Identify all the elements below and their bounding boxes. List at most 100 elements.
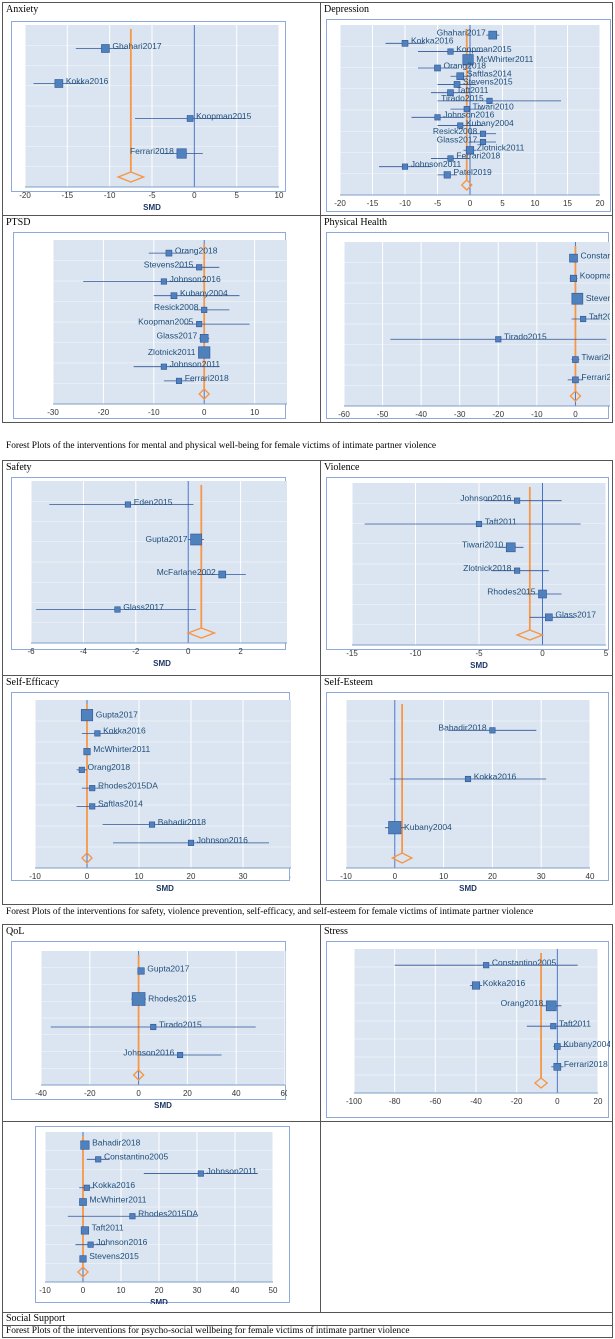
pooled-diamond [81, 852, 93, 864]
panel-title: Social Support [6, 1313, 66, 1324]
study-label: Johnson2016 [460, 493, 511, 503]
study-label: Johnson2016 [170, 274, 221, 284]
tick-label: -2 [132, 647, 140, 656]
study-label: Johnson2016 [197, 835, 248, 845]
tick-label: 2 [238, 647, 243, 656]
tick-label: -15 [367, 199, 379, 208]
tick-label: -40 [470, 1097, 482, 1106]
tick-label: -20 [84, 1089, 96, 1098]
study-marker [89, 803, 96, 810]
study-marker [129, 1213, 136, 1220]
study-label: Rhodes2015DA [98, 780, 158, 790]
study-label: Resick2008 [154, 302, 199, 312]
study-label: Taft2011 [589, 311, 610, 321]
study-marker [218, 570, 227, 579]
study-marker [196, 264, 203, 271]
study-marker [475, 520, 483, 528]
tick-label: 40 [586, 872, 595, 881]
study-label: Ferrari2018 [130, 146, 174, 156]
study-label: Kokka2016 [483, 978, 526, 988]
forest-plot-anxiety: -20 -15 -10 -5 0 5 10 Ghahari2017 Kokka2016 Koopm… [11, 21, 286, 212]
forest-plot-physical-health: -60-50-40-30-20-10010Constantino2005Koop… [326, 232, 610, 419]
tick-label: -100 [346, 1097, 363, 1106]
study-label: Koopman2015 [196, 111, 252, 121]
tick-label: 20 [594, 1097, 603, 1106]
study-label: McFarlane2002 [157, 567, 216, 577]
tick-label: -20 [511, 1097, 523, 1106]
tick-label: -6 [27, 647, 35, 656]
study-label: Stevens2015 [586, 293, 610, 303]
study-marker [554, 1043, 561, 1050]
study-marker [198, 346, 211, 359]
study-marker [486, 97, 493, 104]
study-marker [483, 962, 490, 969]
study-marker [462, 54, 474, 66]
study-label: Kubany2004 [466, 118, 514, 128]
study-marker [463, 106, 470, 113]
study-label: Taft2011 [559, 1018, 591, 1028]
caption-row: Forest Plots of the interventions for ps… [2, 1325, 613, 1338]
study-marker [495, 336, 502, 343]
study-marker [538, 589, 547, 599]
panel-title: Physical Health [324, 217, 388, 228]
tick-label: 20 [183, 1089, 192, 1098]
forest-plot-self-esteem: -10 0 10 20 30 40 Bahadir2018 Kokka2016 Kubany20… [326, 692, 609, 893]
tick-label: -40 [415, 410, 427, 419]
study-label: Kubany2004 [563, 1039, 610, 1049]
panel-title: Anxiety [6, 4, 39, 15]
study-marker [101, 44, 110, 53]
study-label: Constantino2005 [492, 957, 557, 967]
study-marker [94, 730, 101, 737]
study-label: Ferrari2018 [581, 372, 610, 382]
tick-label: 40 [232, 1089, 241, 1098]
study-label: Koopman2015DA [580, 271, 610, 281]
panel-title: QoL [6, 926, 25, 937]
study-label: Rhodes2015DA [138, 1208, 198, 1218]
tick-label: -5 [434, 199, 442, 208]
study-label: Tiwari2010 [462, 540, 504, 550]
study-marker [176, 148, 187, 159]
tick-label: -60 [430, 1097, 442, 1106]
study-marker [80, 1140, 90, 1150]
tick-label: -10 [531, 410, 543, 419]
tick-label: 50 [269, 1286, 278, 1295]
study-label: Taft2011 [457, 85, 489, 95]
study-marker [514, 497, 521, 504]
study-label: Tiwari2010 [473, 101, 515, 111]
study-marker [479, 130, 487, 137]
study-marker [95, 1156, 102, 1163]
pooled-diamond [116, 171, 146, 183]
study-label: Koopman2015 [456, 44, 512, 54]
tick-label: 0 [136, 1089, 141, 1098]
study-marker [160, 363, 167, 370]
tick-label: -20 [19, 191, 31, 200]
study-marker [453, 81, 461, 88]
study-marker [571, 292, 584, 305]
study-label: Glass2017 [157, 331, 198, 341]
study-label: Johnson2011 [170, 359, 221, 369]
study-marker [434, 64, 441, 72]
study-marker [447, 155, 454, 162]
tick-label: 15 [563, 199, 572, 208]
tick-label: -20 [493, 410, 505, 419]
study-marker [80, 1226, 89, 1235]
panel-title: Safety [6, 462, 32, 473]
study-marker [197, 1170, 204, 1177]
tick-label: -10 [148, 408, 160, 417]
study-label: Ghahari2017 [112, 41, 161, 51]
tick-label: -40 [35, 1089, 47, 1098]
tick-label: -30 [454, 410, 466, 419]
study-marker [80, 709, 94, 722]
study-label: Ferrari2018 [185, 373, 229, 383]
tick-label: 10 [117, 1286, 126, 1295]
study-label: Koopman2005 [138, 316, 194, 326]
study-label: Kokka2016 [93, 1180, 136, 1190]
study-marker [488, 30, 498, 40]
study-label: Bahadir2018 [158, 817, 206, 827]
tick-label: -5 [148, 191, 156, 200]
panel-title: Self-Esteem [324, 677, 373, 688]
study-label: McWhirter2011 [93, 744, 150, 754]
study-label: Zlotnick2011 [148, 347, 196, 357]
tick-label: 0 [202, 408, 207, 417]
tick-label: 10 [250, 408, 259, 417]
